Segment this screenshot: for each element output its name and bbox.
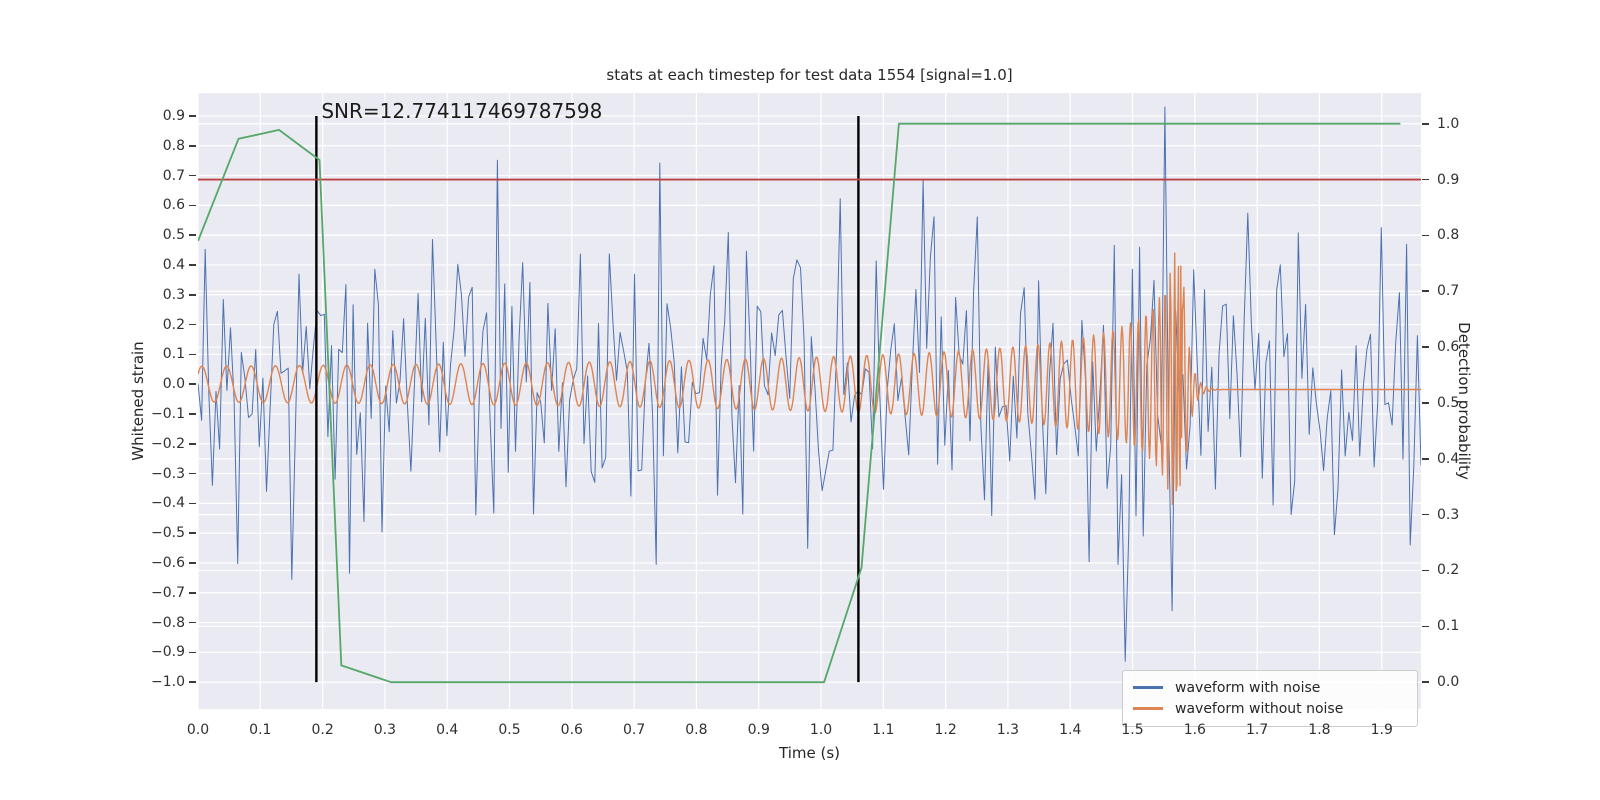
- y-tick-label-left: 0.9: [162, 107, 185, 124]
- x-tick-label: 1.1: [872, 722, 895, 738]
- legend: waveform with noise waveform without noi…: [1122, 670, 1418, 727]
- y-tick-label-left: 0.0: [162, 376, 185, 393]
- y-tick-label-right: 0.5: [1437, 394, 1460, 411]
- legend-label: waveform with noise: [1175, 679, 1321, 696]
- y-tick-label-left: 0.2: [162, 316, 185, 333]
- y-tick-mark-left: [189, 621, 196, 624]
- y-tick-label-left: −0.5: [151, 525, 185, 542]
- plot-canvas: [198, 93, 1421, 709]
- y-tick-label-left: 0.5: [162, 227, 185, 244]
- y-tick-mark-left: [189, 323, 196, 326]
- x-tick-label: 1.8: [1308, 722, 1331, 738]
- y-tick-label-left: −1.0: [151, 674, 185, 691]
- y-tick-mark-left: [189, 204, 196, 207]
- y-tick-label-right: 0.0: [1437, 674, 1460, 691]
- y-tick-mark-right: [1422, 122, 1429, 125]
- y-tick-label-left: −0.6: [151, 554, 185, 571]
- y-tick-mark-right: [1422, 290, 1429, 293]
- y-tick-mark-left: [189, 293, 196, 296]
- x-tick-label: 1.4: [1059, 722, 1082, 738]
- y-tick-label-left: −0.8: [151, 614, 185, 631]
- x-tick-label: 1.9: [1370, 722, 1393, 738]
- plot-area: SNR=12.774117469787598: [198, 93, 1421, 709]
- x-tick-label: 0.1: [249, 722, 272, 738]
- y-tick-label-right: 0.7: [1437, 283, 1460, 300]
- y-tick-label-left: 0.8: [162, 137, 185, 154]
- y-tick-label-right: 0.3: [1437, 506, 1460, 523]
- y-tick-label-right: 0.2: [1437, 562, 1460, 579]
- y-tick-mark-left: [189, 532, 196, 534]
- y-tick-mark-right: [1422, 402, 1429, 404]
- y-tick-label-left: 0.7: [162, 167, 185, 184]
- y-tick-mark-right: [1422, 458, 1429, 460]
- legend-swatch-blue: [1133, 686, 1163, 689]
- x-tick-label: 1.0: [809, 722, 833, 738]
- y-tick-mark-left: [189, 353, 196, 356]
- chart-title: stats at each timestep for test data 155…: [606, 66, 1013, 84]
- x-tick-label: 0.6: [560, 722, 583, 738]
- x-tick-label: 0.5: [498, 722, 521, 738]
- x-axis-label: Time (s): [779, 744, 840, 762]
- y-tick-label-right: 0.8: [1437, 227, 1460, 244]
- y-tick-label-right: 0.4: [1437, 450, 1460, 467]
- y-tick-mark-right: [1422, 234, 1429, 237]
- x-tick-label: 0.9: [747, 722, 770, 738]
- y-tick-mark-left: [189, 591, 196, 594]
- y-tick-label-right: 0.9: [1437, 171, 1460, 188]
- x-tick-label: 0.4: [436, 722, 459, 738]
- y-tick-label-left: 0.3: [162, 286, 185, 303]
- y-tick-label-left: −0.4: [151, 495, 185, 512]
- y-tick-mark-left: [189, 651, 196, 654]
- y-tick-mark-left: [189, 442, 196, 445]
- y-tick-mark-right: [1422, 625, 1429, 628]
- y-tick-mark-left: [189, 234, 196, 236]
- y-tick-mark-left: [189, 562, 196, 564]
- y-tick-label-left: −0.7: [151, 584, 185, 601]
- x-tick-label: 0.8: [685, 722, 708, 738]
- x-tick-label: 1.7: [1246, 722, 1269, 738]
- y-tick-mark-left: [189, 174, 196, 177]
- y-tick-label-right: 0.1: [1437, 618, 1460, 635]
- y-tick-label-right: 1.0: [1437, 115, 1460, 132]
- x-tick-label: 1.2: [934, 722, 957, 738]
- legend-item-waveform-with-noise: waveform with noise: [1133, 677, 1407, 698]
- y-tick-label-left: −0.3: [151, 465, 185, 482]
- x-tick-label: 0.2: [311, 722, 334, 738]
- y-tick-mark-right: [1422, 346, 1429, 348]
- y-tick-mark-right: [1422, 681, 1429, 683]
- y-tick-mark-right: [1422, 513, 1429, 516]
- y-axis-label-left: Whitened strain: [129, 341, 147, 461]
- y-tick-mark-left: [189, 115, 196, 117]
- y-tick-label-left: −0.2: [151, 435, 185, 452]
- legend-label: waveform without noise: [1175, 700, 1344, 717]
- y-tick-label-left: −0.9: [151, 644, 185, 661]
- y-tick-mark-left: [189, 681, 196, 683]
- legend-swatch-orange: [1133, 707, 1163, 710]
- x-tick-label: 1.6: [1183, 722, 1206, 738]
- x-tick-label: 0.7: [622, 722, 646, 738]
- x-tick-label: 1.5: [1121, 722, 1144, 738]
- x-tick-label: 0.0: [186, 722, 210, 738]
- legend-item-waveform-without-noise: waveform without noise: [1133, 698, 1407, 719]
- y-tick-mark-left: [189, 413, 196, 415]
- y-tick-label-left: 0.6: [162, 197, 185, 214]
- x-tick-label: 1.3: [996, 722, 1020, 738]
- x-tick-label: 0.3: [373, 722, 397, 738]
- y-tick-mark-left: [189, 472, 196, 475]
- y-tick-label-left: 0.4: [162, 256, 185, 273]
- y-tick-label-left: 0.1: [162, 346, 185, 363]
- snr-annotation: SNR=12.774117469787598: [321, 99, 603, 124]
- y-tick-mark-left: [189, 383, 196, 385]
- y-tick-label-right: 0.6: [1437, 339, 1460, 356]
- y-tick-mark-left: [189, 144, 196, 147]
- y-tick-mark-right: [1422, 178, 1429, 181]
- y-tick-mark-right: [1422, 569, 1429, 572]
- y-tick-mark-left: [189, 264, 196, 266]
- y-tick-mark-left: [189, 502, 196, 505]
- y-tick-label-left: −0.1: [151, 405, 185, 422]
